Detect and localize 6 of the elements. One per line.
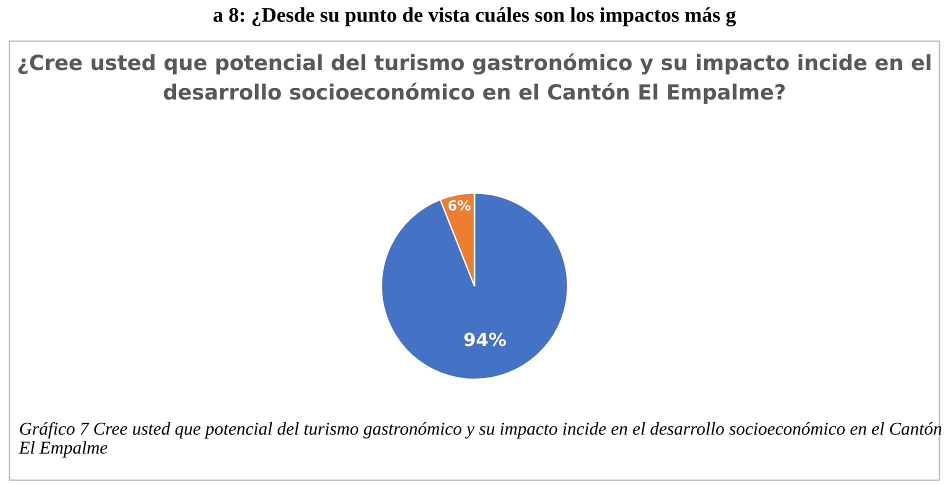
chart-title: ¿Cree usted que potencial del turismo gastronómico y su impacto incide en el desarrollo socioeconómico en el Cantón El Empalme? — [18, 53, 930, 104]
text: Gráfico 7 Cree usted que potencial del turismo gastronómico y su impacto incide en el desarrollo socioeconómico en el Cantón El Empalme — [18, 422, 942, 458]
data-label: 94% — [464, 332, 506, 346]
text: a 8: ¿Desde su punto de vista cuáles son los impactos más g — [214, 7, 736, 26]
data-label: 6% — [448, 200, 471, 211]
pie-slice — [380, 192, 568, 380]
